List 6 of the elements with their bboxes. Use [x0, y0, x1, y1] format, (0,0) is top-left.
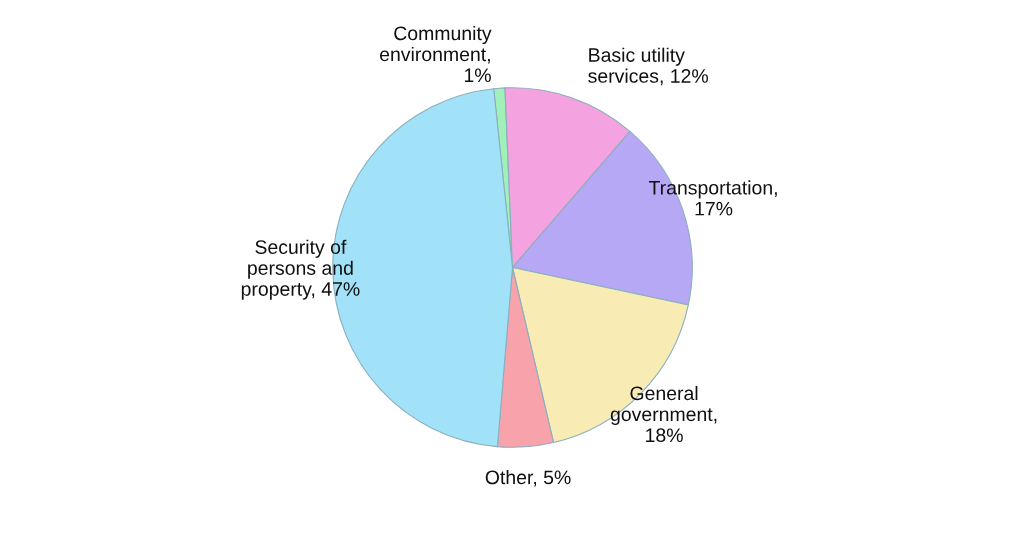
slice-label: Basic utility services, 12%: [588, 47, 708, 86]
slice-label: General government, 18%: [610, 385, 717, 443]
slice-label: Transportation, 17%: [648, 180, 777, 216]
slice-label: Community environment, 1%: [380, 25, 492, 83]
slice-label: Security of persons and property, 47%: [241, 239, 360, 300]
slice-label: Other, 5%: [485, 469, 571, 487]
